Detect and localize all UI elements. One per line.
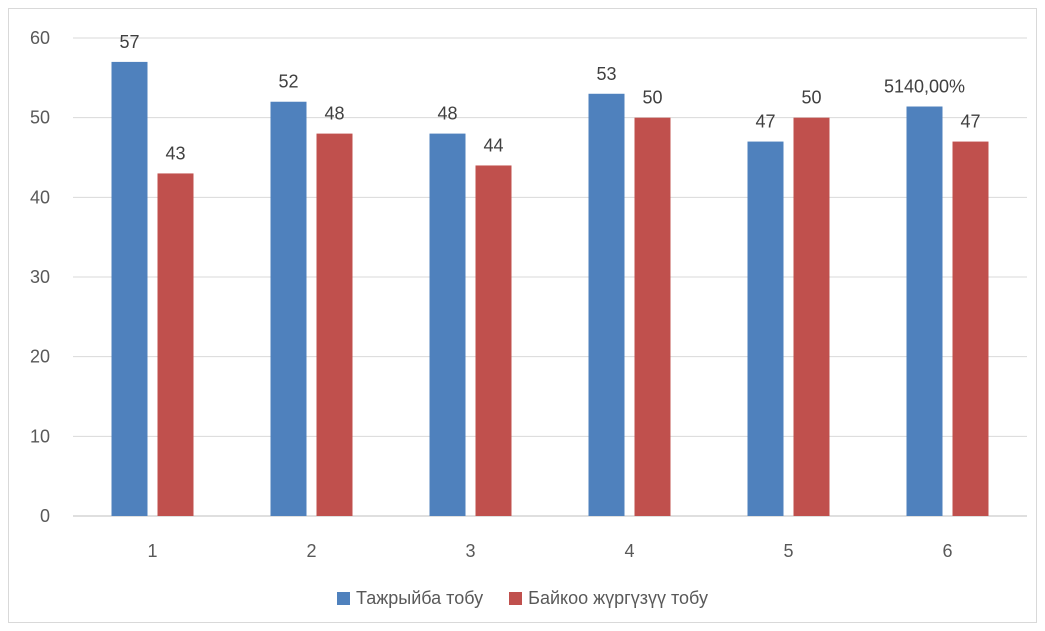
data-label-series-2: 48	[324, 104, 344, 124]
data-label-series-2: 44	[483, 135, 503, 155]
data-label-series-1: 47	[755, 112, 775, 132]
data-label-series-2: 50	[642, 88, 662, 108]
data-label-series-2: 47	[960, 112, 980, 132]
data-label-series-1: 48	[437, 104, 457, 124]
legend-swatch-series-2	[509, 592, 523, 605]
bar-series-2	[793, 117, 830, 517]
y-tick-label: 30	[30, 267, 50, 287]
x-tick-label: 5	[783, 541, 793, 561]
bar-series-1	[906, 106, 943, 516]
legend-item-series-2: Байкоо жүргүзүү тобу	[509, 588, 708, 609]
y-tick-label: 10	[30, 426, 50, 446]
legend-label-series-1: Тажрыйба тобу	[356, 588, 484, 608]
x-tick-label: 1	[147, 541, 157, 561]
data-label-series-2: 50	[801, 88, 821, 108]
bar-series-1	[429, 133, 466, 516]
data-label-series-1: 52	[278, 72, 298, 92]
bar-series-1	[270, 101, 307, 516]
y-tick-label: 40	[30, 187, 50, 207]
bar-series-1	[588, 93, 625, 517]
x-tick-label: 6	[942, 541, 952, 561]
y-tick-label: 60	[30, 28, 50, 48]
data-label-series-1: 57	[119, 32, 139, 52]
y-tick-label: 20	[30, 347, 50, 367]
bar-series-2	[634, 117, 671, 517]
data-label-series-1: 53	[596, 64, 616, 84]
legend-label-series-2: Байкоо жүргүзүү тобу	[528, 588, 708, 608]
bar-series-1	[747, 141, 784, 517]
x-tick-label: 4	[624, 541, 634, 561]
bar-series-2	[316, 133, 353, 516]
bar-series-1	[111, 61, 148, 517]
legend: Тажрыйба тобу Байкоо жүргүзүү тобу	[0, 588, 1045, 609]
data-label-series-1: 5140,00%	[884, 77, 965, 97]
bar-series-2	[157, 173, 194, 516]
bar-series-2	[475, 165, 512, 516]
x-tick-label: 2	[306, 541, 316, 561]
data-label-series-2: 43	[165, 143, 185, 163]
bar-series-2	[952, 141, 989, 517]
y-tick-label: 50	[30, 108, 50, 128]
x-tick-label: 3	[465, 541, 475, 561]
legend-swatch-series-1	[337, 592, 351, 605]
legend-item-series-1: Тажрыйба тобу	[337, 588, 483, 609]
y-tick-label: 0	[40, 506, 50, 526]
